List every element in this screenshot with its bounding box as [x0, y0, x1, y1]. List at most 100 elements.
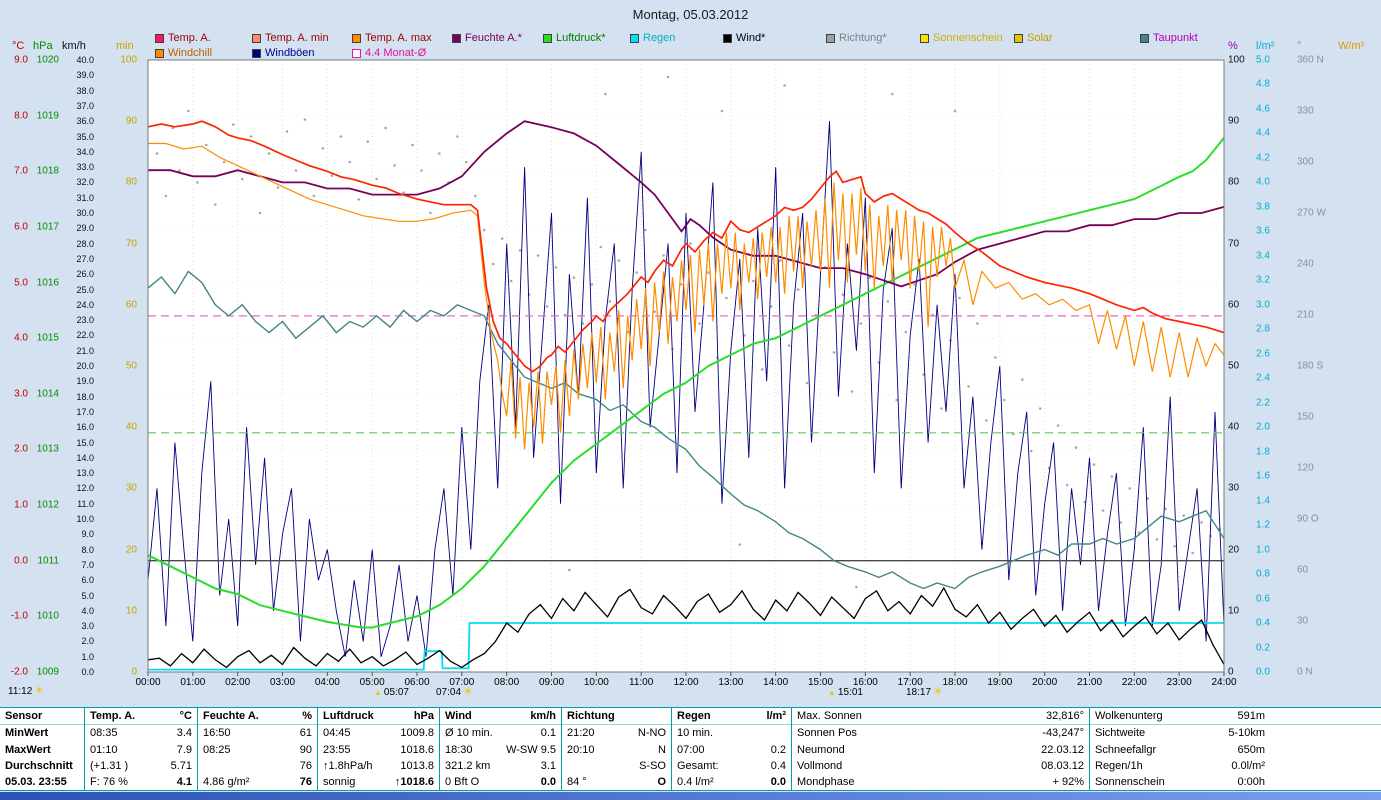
series-taupunkt-line	[147, 270, 1225, 590]
axis-tick-label-pressure-hpa: 1012	[36, 499, 59, 511]
x-axis-label: 04:00	[314, 677, 340, 688]
legend-item-feuchte-a[interactable]: Feuchte A.*	[452, 32, 522, 44]
axis-tick-label-wind-kmh: 2.0	[81, 636, 94, 647]
plot-background	[148, 60, 1224, 672]
series-richtung-dot	[967, 385, 970, 388]
table-col-header: Feuchte A.	[203, 710, 259, 723]
axis-tick-label-wind-kmh: 24.0	[76, 299, 94, 310]
legend-color-box-temp-a-max	[352, 33, 361, 43]
series-wind-line	[147, 586, 1225, 669]
table-row: Sonnenschein 0:00h	[1090, 774, 1381, 790]
legend-item-temp-a[interactable]: Temp. A.	[155, 32, 211, 44]
series-richtung-dot	[760, 368, 764, 371]
table-cell-value: 3.4	[176, 727, 192, 740]
table-row: Regen/1h 0.0l/m²	[1090, 758, 1381, 774]
legend-item-monatsmittel[interactable]: 4.4 Monat-Ø	[352, 47, 426, 59]
legend-color-box-temp-a	[155, 33, 164, 43]
info-label: Regen/1h	[1095, 759, 1143, 772]
table-cell-value: 0.4	[770, 759, 786, 772]
table-col-unit: °C	[179, 710, 192, 723]
series-richtung-dot	[1200, 521, 1203, 524]
axis-tick-label-pressure-hpa: 1019	[36, 110, 59, 122]
series-richtung-dot	[196, 181, 199, 184]
series-richtung-dot	[662, 254, 665, 257]
table-cell-value: 1009.8	[400, 727, 434, 740]
astro-value: 08.03.12	[1041, 759, 1084, 772]
series-richtung-dot	[783, 84, 786, 87]
axis-tick-label-rain-lm2: 4.0	[1256, 176, 1270, 188]
legend-label-regen: Regen	[643, 32, 676, 44]
table-row-label: Sensor	[5, 710, 43, 723]
table-row: Feuchte A.%	[198, 708, 317, 726]
axis-tick-label-rain-lm2: 1.6	[1256, 470, 1270, 482]
info-value: 0:00h	[1237, 775, 1265, 788]
series-richtung-dot	[285, 130, 289, 133]
axis-header-solar-wm2: W/m²	[1338, 40, 1365, 52]
table-col-unit: l/m²	[766, 710, 786, 723]
axis-tick-label-rain-lm2: 3.0	[1256, 299, 1270, 311]
axis-header-sunshine-min: min	[116, 40, 134, 52]
table-cell-value: 0.0	[770, 775, 786, 788]
legend-label-wind: Wind*	[736, 32, 766, 44]
marker-icon: ▲	[828, 687, 836, 697]
axis-tick-label-direction-deg: 120	[1297, 462, 1314, 474]
series-richtung-dot	[1092, 463, 1096, 466]
x-axis-label: 10:00	[583, 677, 609, 688]
series-richtung-dot	[590, 283, 594, 286]
table-row: S-SO	[562, 758, 671, 774]
x-axis-label: 16:00	[852, 677, 878, 688]
axis-tick-label-wind-kmh: 33.0	[76, 162, 94, 173]
series-richtung-dot	[1137, 531, 1141, 534]
sun-time-annotation: 07:04 ☀	[436, 687, 473, 699]
legend-item-richtung[interactable]: Richtung*	[826, 32, 887, 44]
series-richtung-dot	[1182, 514, 1185, 517]
series-richtung-dot	[429, 211, 432, 215]
series-richtung-dot	[1128, 487, 1132, 490]
legend-item-regen[interactable]: Regen	[630, 32, 675, 44]
legend-item-windboeen[interactable]: Windböen	[252, 47, 315, 59]
info-value: 0.0l/m²	[1231, 759, 1265, 772]
series-richtung-dot	[171, 126, 174, 130]
series-richtung-dot	[155, 152, 159, 155]
info-value: 650m	[1237, 743, 1265, 756]
axis-tick-label-wind-kmh: 11.0	[77, 498, 94, 509]
x-axis-label: 23:00	[1166, 677, 1192, 688]
series-richtung-dot	[855, 585, 858, 589]
x-axis-label: 17:00	[897, 677, 923, 688]
series-luftdruck-line	[147, 137, 1225, 629]
axis-tick-label-wind-kmh: 27.0	[76, 253, 94, 264]
x-axis-label: 06:00	[404, 677, 430, 688]
table-row-label: 05.03. 23:55	[5, 775, 67, 788]
legend-item-temp-a-min[interactable]: Temp. A. min	[252, 32, 329, 44]
table-row: Gesamt: 0.4	[672, 758, 791, 774]
table-row: 08:25 90	[198, 741, 317, 757]
sun-time-annotation: 18:17 ☀	[906, 687, 943, 699]
table-cell-value: ↑1018.6	[394, 775, 434, 788]
table-row: Sichtweite 5-10km	[1090, 725, 1381, 741]
axis-tick-label-rain-lm2: 1.4	[1256, 495, 1270, 507]
series-richtung-dot	[778, 259, 782, 262]
legend-color-box-windchill	[155, 48, 164, 58]
legend-item-temp-a-max[interactable]: Temp. A. max	[352, 32, 432, 44]
series-richtung-dot	[895, 398, 898, 402]
legend-item-wind[interactable]: Wind*	[723, 32, 765, 44]
axis-tick-label-wind-kmh: 14.0	[76, 452, 94, 463]
table-col-astro: Max. Sonnen 32,816° Sonnen Pos -43,247° Neum…	[792, 708, 1090, 790]
astro-label: Mondphase	[797, 775, 855, 788]
series-richtung-dot	[738, 543, 742, 546]
axis-tick-label-wind-kmh: 29.0	[76, 223, 94, 234]
legend-item-taupunkt[interactable]: Taupunkt	[1140, 32, 1198, 44]
annotation-time: 18:17	[906, 687, 932, 698]
axis-tick-label-direction-deg: 0 N	[1297, 666, 1313, 678]
series-richtung-dot	[483, 228, 486, 232]
legend-item-solar[interactable]: Solar	[1014, 32, 1053, 44]
legend-item-sonnenschein[interactable]: Sonnenschein	[920, 32, 1003, 44]
axis-tick-label-wind-kmh: 30.0	[76, 208, 94, 218]
legend-item-windchill[interactable]: Windchill	[155, 47, 212, 59]
astro-value: 32,816°	[1045, 710, 1084, 723]
series-richtung-dot	[787, 344, 791, 347]
legend-item-luftdruck[interactable]: Luftdruck*	[543, 32, 606, 44]
legend-color-box-sonnenschein	[920, 33, 929, 43]
legend-label-temp-a-max: Temp. A. max	[365, 32, 432, 44]
stats-table: Sensor MinWert MaxWert Durchschnitt 05.03. 2…	[0, 707, 1381, 791]
